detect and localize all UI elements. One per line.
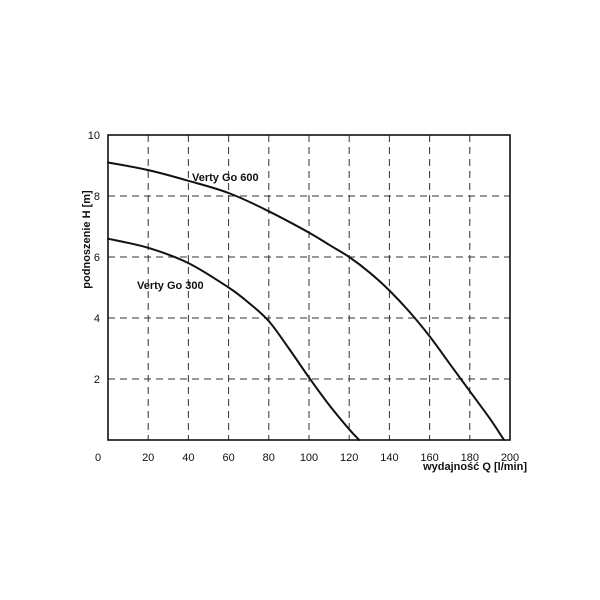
y-tick-label: 6 [94,252,100,264]
x-tick-label: 0 [95,452,101,464]
x-tick-label: 100 [300,452,318,464]
x-tick-labels: 0 20 40 60 80 100 120 140 160 180 200 [95,452,519,464]
x-tick-label: 200 [501,452,519,464]
x-tick-label: 60 [222,452,234,464]
y-tick-label: 2 [94,374,100,386]
x-tick-label: 40 [182,452,194,464]
y-tick-label: 8 [94,191,100,203]
y-tick-label: 10 [88,130,100,142]
grid-layer [108,135,510,440]
series-line-verty-go-600 [107,161,505,441]
plot-frame [107,134,511,441]
x-tick-label: 160 [420,452,438,464]
y-axis-label: podnoszenie H [m] [81,190,93,289]
series-line-verty-go-300 [107,237,361,441]
x-tick-label: 120 [340,452,358,464]
series-label-verty-go-300: Verty Go 300 [137,280,204,292]
x-tick-label: 180 [461,452,479,464]
series-label-verty-go-600: Verty Go 600 [192,172,259,184]
x-tick-label: 20 [142,452,154,464]
x-tick-label: 140 [380,452,398,464]
x-tick-label: 80 [263,452,275,464]
curve-layer [107,161,505,441]
y-tick-label: 4 [94,313,100,325]
y-tick-labels: 2 4 6 8 10 [88,130,100,386]
x-axis-label: wydajność Q [l/min] [422,461,527,473]
